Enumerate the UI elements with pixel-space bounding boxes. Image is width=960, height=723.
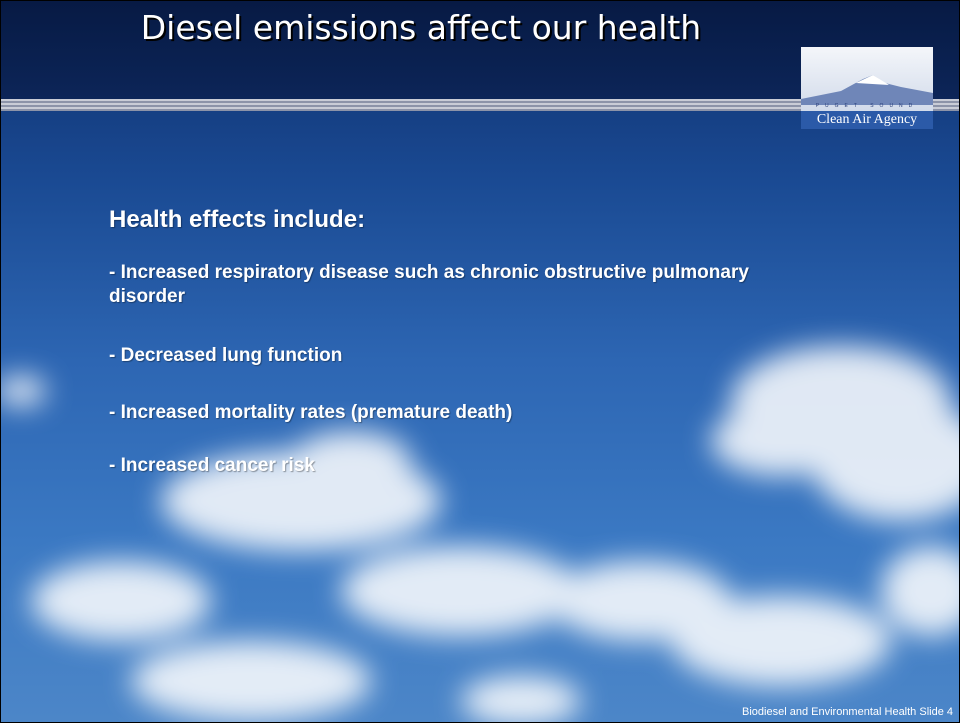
title-band (1, 1, 959, 99)
bullet: - Increased respiratory disease such as … (109, 262, 749, 307)
bullet: - Increased cancer risk (109, 455, 315, 476)
logo: PUGET SOUND Clean Air Agency (801, 47, 933, 129)
logo-subtitle: PUGET SOUND (815, 103, 919, 109)
slide-title: Diesel emissions affect our health (140, 8, 702, 47)
bullet: - Increased mortality rates (premature d… (109, 402, 513, 423)
logo-name: Clean Air Agency (801, 111, 933, 129)
heading: Health effects include: (109, 206, 366, 233)
footer: Biodiesel and Environmental Health Slide… (742, 706, 953, 718)
logo-mountain (801, 75, 933, 105)
title-rule (1, 99, 959, 111)
bullet: - Decreased lung function (109, 345, 343, 366)
